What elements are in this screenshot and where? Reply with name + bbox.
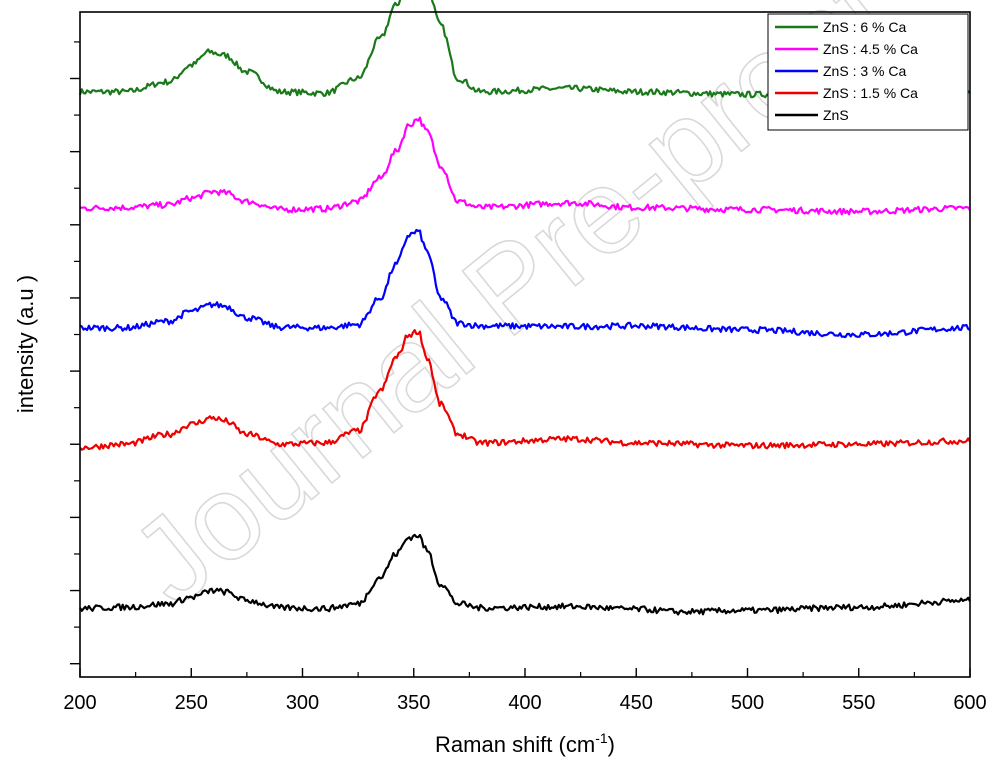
legend-label: ZnS : 3 % Ca — [823, 63, 906, 79]
series-line-2 — [79, 228, 971, 339]
series-line-4 — [79, 533, 971, 616]
x-tick-label: 500 — [731, 692, 764, 714]
x-tick-label: 250 — [175, 692, 208, 714]
y-axis-title: intensity (a.u ) — [13, 275, 38, 413]
x-tick-label: 600 — [953, 692, 986, 714]
legend: ZnS : 6 % Ca ZnS : 4.5 % Ca ZnS : 3 % Ca Zn… — [767, 13, 969, 131]
legend-label: ZnS : 6 % Ca — [823, 19, 906, 35]
x-axis-ticks: 200 250 300 350 400 450 500 550 600 — [63, 668, 987, 714]
series-line-3 — [79, 329, 971, 451]
x-tick-label: 400 — [508, 692, 541, 714]
x-tick-label: 350 — [397, 692, 430, 714]
x-axis-title-superscript: -1 — [595, 730, 608, 746]
legend-label: ZnS : 4.5 % Ca — [823, 41, 918, 57]
x-tick-label: 200 — [63, 692, 96, 714]
series-line-1 — [79, 116, 971, 216]
x-tick-label: 300 — [286, 692, 319, 714]
y-axis-ticks — [70, 41, 80, 665]
legend-label: ZnS — [823, 107, 849, 123]
x-axis-title: Raman shift (cm-1) — [435, 730, 615, 757]
legend-label: ZnS : 1.5 % Ca — [823, 85, 918, 101]
x-tick-label: 550 — [842, 692, 875, 714]
x-tick-label: 450 — [620, 692, 653, 714]
